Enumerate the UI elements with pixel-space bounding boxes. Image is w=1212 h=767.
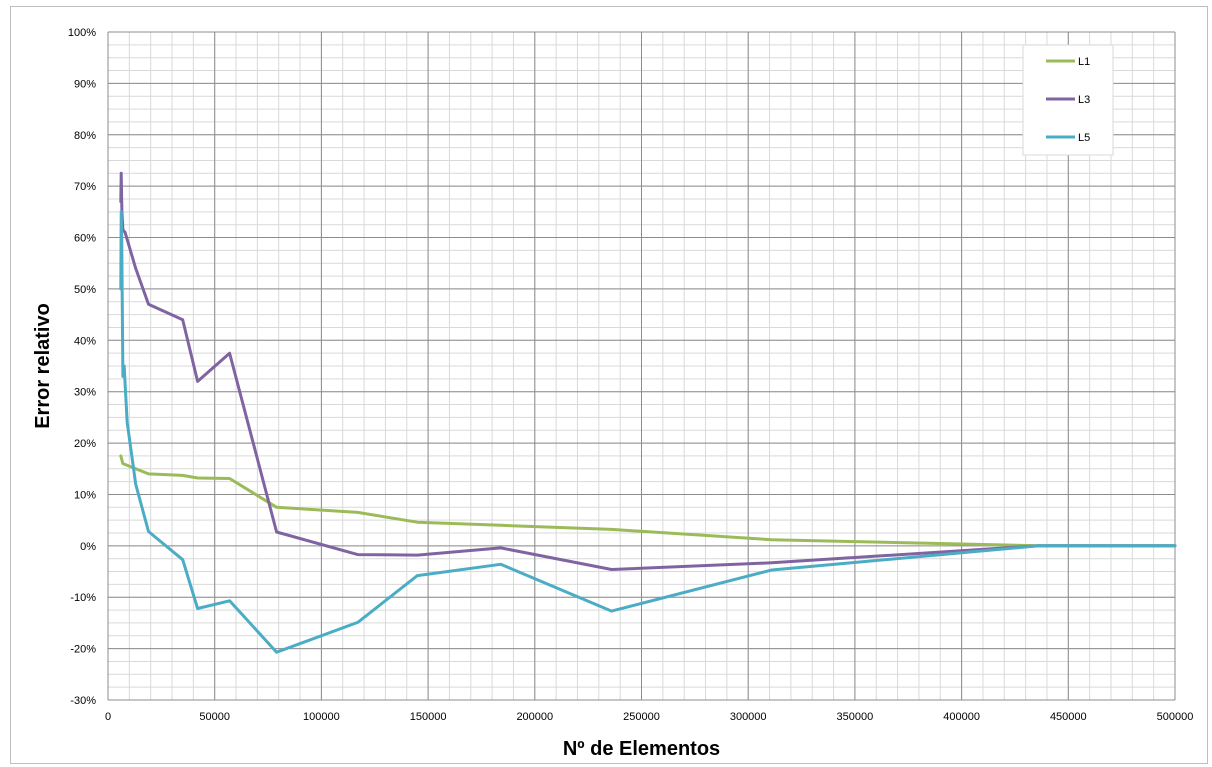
chart-svg: 0 50000 100000 150000 200000 250000 300000 3500… [32, 27, 1193, 760]
y-tick-label: 20% [74, 438, 96, 450]
y-tick-label: -10% [70, 592, 96, 604]
chart-frame: 0 50000 100000 150000 200000 250000 300000 3500… [10, 6, 1208, 764]
x-tick-label: 100000 [303, 711, 340, 723]
x-tick-label: 250000 [623, 711, 660, 723]
y-tick-label: 0% [80, 541, 96, 553]
x-tick-label: 300000 [730, 711, 767, 723]
y-tick-label: -20% [70, 644, 96, 656]
y-tick-label: 60% [74, 233, 96, 245]
legend: L1 L3 L5 [1022, 44, 1114, 156]
x-tick-label: 350000 [837, 711, 874, 723]
x-axis-title: Nº de Elementos [563, 738, 720, 760]
grid-major [107, 31, 1176, 701]
x-tick-label: 400000 [943, 711, 980, 723]
y-tick-label: 30% [74, 387, 96, 399]
series-line-l1 [119, 454, 1177, 548]
y-axis-title: Error relativo [32, 303, 54, 429]
legend-label: L3 [1078, 94, 1090, 106]
y-tick-labels: -30% -20% -10% 0% 10% 20% 30% 40% 50% 60% 70% 80% 90… [68, 27, 96, 707]
x-tick-label: 500000 [1157, 711, 1194, 723]
series-layer [119, 171, 1177, 654]
y-tick-label: 80% [74, 130, 96, 142]
y-tick-label: 10% [74, 489, 96, 501]
x-tick-label: 450000 [1050, 711, 1087, 723]
y-tick-label: -30% [70, 695, 96, 707]
x-tick-label: 150000 [410, 711, 447, 723]
legend-label: L1 [1078, 56, 1090, 68]
y-tick-label: 50% [74, 284, 96, 296]
y-tick-label: 70% [74, 181, 96, 193]
series-line-l5 [119, 210, 1177, 654]
x-tick-labels: 0 50000 100000 150000 200000 250000 300000 3500… [105, 711, 1193, 723]
x-tick-label: 50000 [199, 711, 230, 723]
y-tick-label: 40% [74, 335, 96, 347]
y-tick-label: 100% [68, 27, 96, 39]
x-tick-label: 200000 [516, 711, 553, 723]
x-tick-label: 0 [105, 711, 111, 723]
legend-label: L5 [1078, 132, 1090, 144]
y-tick-label: 90% [74, 78, 96, 90]
